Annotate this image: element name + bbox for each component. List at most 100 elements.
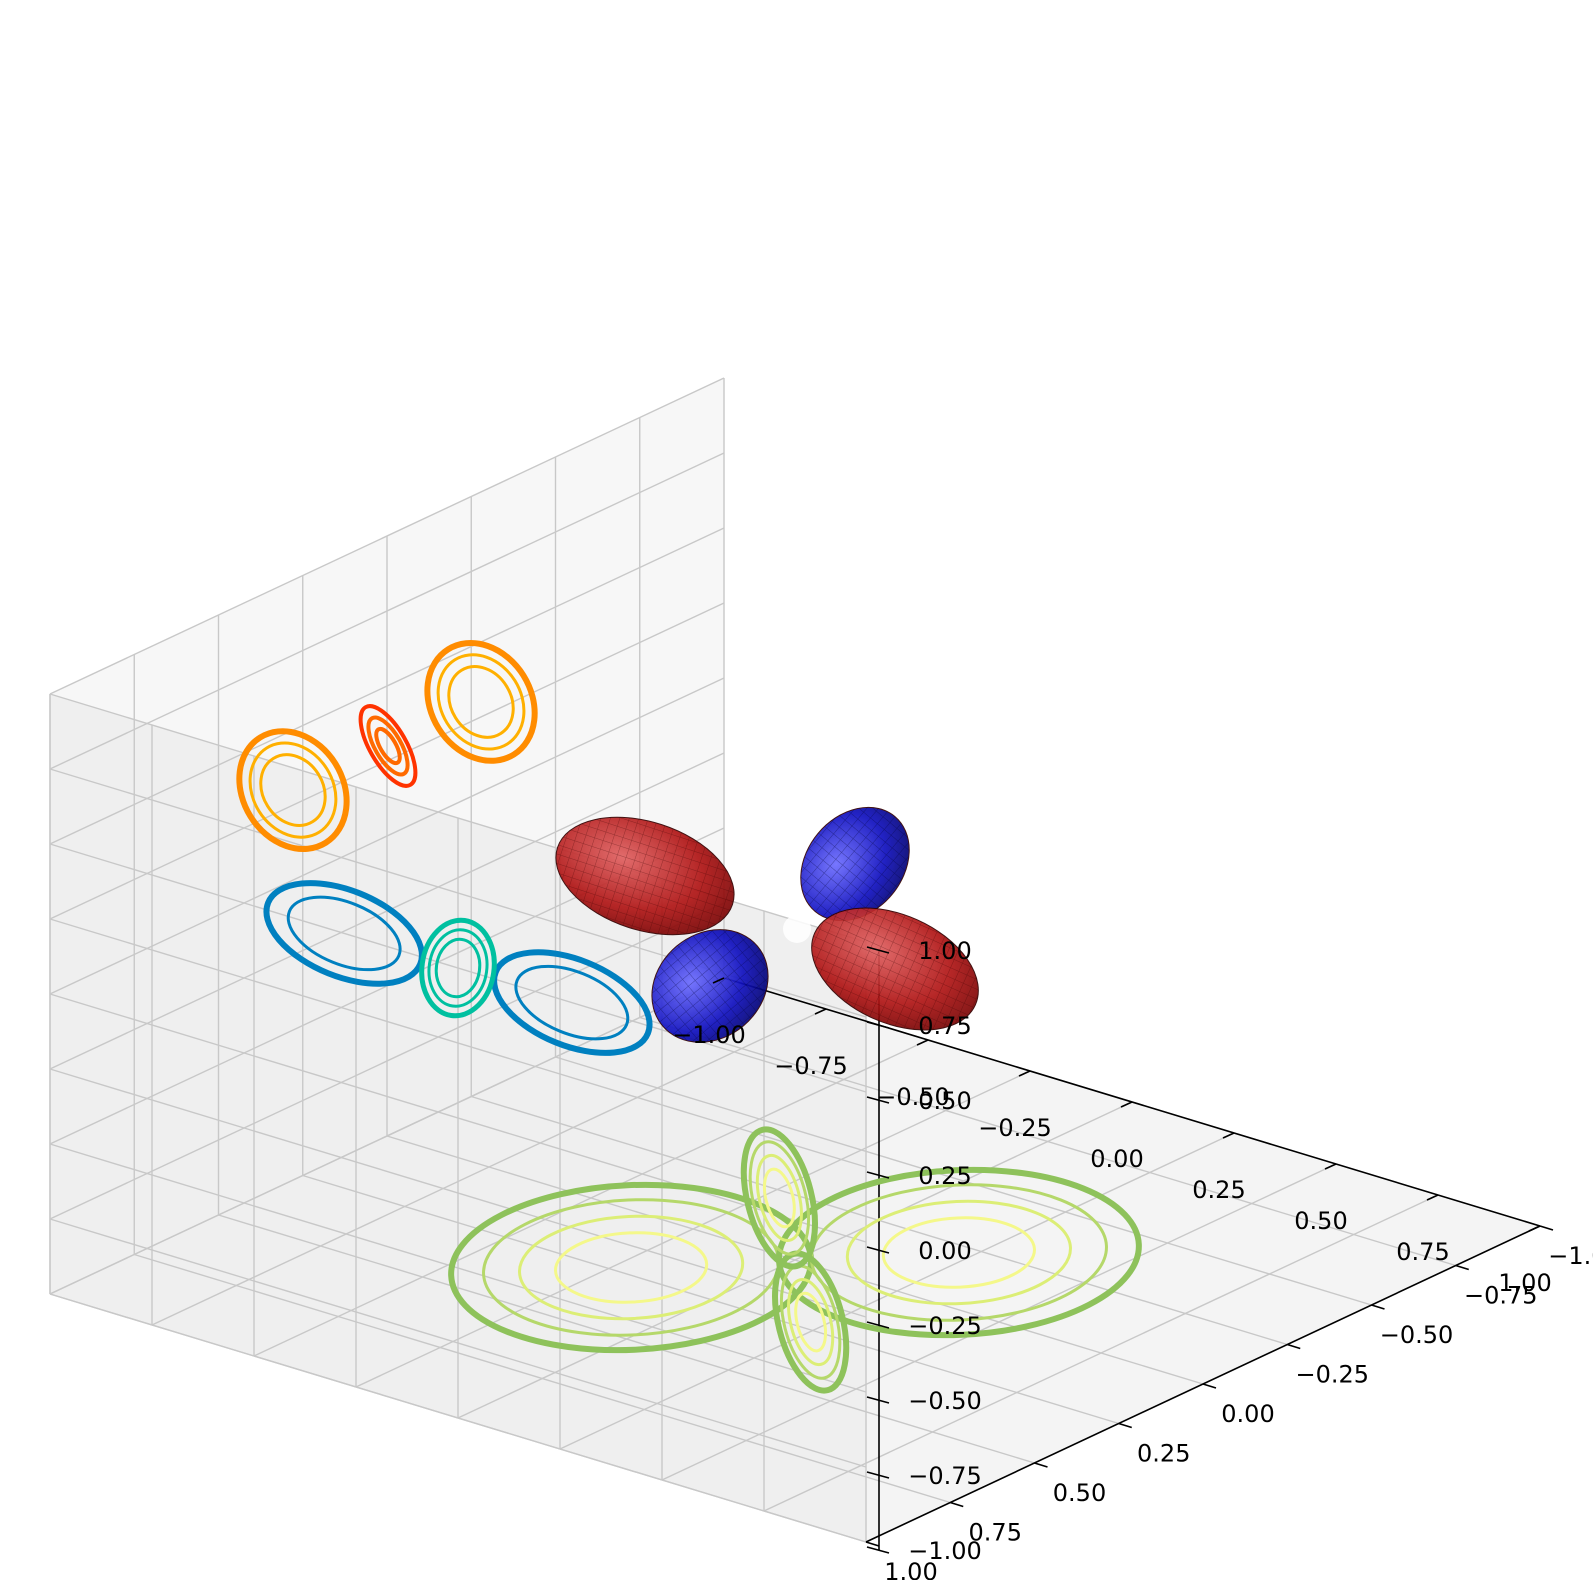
grid-line xyxy=(134,1253,951,1504)
floor-contour xyxy=(794,1291,828,1353)
floor-contour xyxy=(748,1140,811,1256)
left-wall-contour xyxy=(259,753,327,827)
y-tick-label: 1.00 xyxy=(884,1558,937,1580)
contour-projections xyxy=(236,640,1142,1394)
floor-contour xyxy=(787,1278,835,1367)
y-tick xyxy=(1371,1304,1385,1310)
left-wall-contour xyxy=(447,665,515,739)
surface-node xyxy=(783,915,811,943)
z-tick xyxy=(866,1471,890,1479)
y-tick-label: −0.50 xyxy=(1380,1321,1454,1349)
z-tick-label: −0.75 xyxy=(908,1462,982,1490)
back-wall-contour xyxy=(514,964,630,1041)
z-tick xyxy=(866,1546,890,1554)
y-tick xyxy=(950,1501,964,1508)
z-tick-label: 0.75 xyxy=(918,1012,971,1040)
grid-line xyxy=(49,602,725,920)
left-wall-contour xyxy=(366,715,410,777)
grid-line xyxy=(49,1293,867,1543)
x-tick-label: −1.00 xyxy=(672,1021,746,1049)
x-tick-label: −0.25 xyxy=(978,1114,1052,1142)
z-tick xyxy=(866,1171,890,1179)
left-wall-contour xyxy=(374,726,402,766)
x-tick xyxy=(1018,1070,1031,1077)
floor-contour xyxy=(518,1214,745,1321)
left-wall-contour xyxy=(436,653,526,751)
grid-line xyxy=(49,377,725,695)
grid-line xyxy=(661,1163,1337,1481)
x-tick-label: −0.50 xyxy=(876,1083,950,1111)
y-tick xyxy=(865,1541,880,1547)
z-tick-label: −0.25 xyxy=(908,1312,982,1340)
y-tick-label: −1.00 xyxy=(1548,1242,1593,1270)
x-tick xyxy=(916,1039,929,1046)
grid-line xyxy=(386,1135,1204,1385)
z-tick xyxy=(866,1096,890,1104)
y-tick-label: −0.25 xyxy=(1295,1361,1369,1389)
grid-line xyxy=(49,452,725,770)
x-tick xyxy=(712,977,725,984)
grid-line xyxy=(218,1214,1035,1464)
y-tick xyxy=(1118,1422,1132,1429)
left-wall-contour xyxy=(358,704,418,788)
x-tick-label: 0.25 xyxy=(1192,1176,1245,1204)
x-tick xyxy=(1120,1101,1133,1108)
y-tick xyxy=(1539,1225,1554,1231)
back-wall-contour xyxy=(434,937,482,999)
z-tick-label: 0.50 xyxy=(918,1087,971,1115)
z-tick xyxy=(866,1246,890,1254)
floor-contour xyxy=(845,1199,1072,1306)
tick-marks: −1.00 −0.75 −0.50 −0.25 0.00 0.25 0.50 0.75 1.00… xyxy=(672,937,1593,1580)
x-tick-label: 0.75 xyxy=(1396,1238,1449,1266)
back-wall-contour xyxy=(427,928,489,1008)
back-wall-contour xyxy=(419,917,497,1019)
y-tick-label: 0.75 xyxy=(969,1519,1022,1547)
z-tick xyxy=(866,946,890,954)
grid-line xyxy=(49,918,867,1168)
floor-contour xyxy=(881,1216,1036,1289)
grid-line xyxy=(559,1132,1235,1450)
x-tick-label: 1.00 xyxy=(1498,1269,1551,1297)
x-tick-label: 0.50 xyxy=(1294,1207,1347,1235)
y-tick xyxy=(1034,1462,1048,1468)
surface-lobe-positive-mesh xyxy=(555,817,735,935)
y-tick-label: 0.25 xyxy=(1137,1440,1190,1468)
x-tick xyxy=(1528,1225,1541,1232)
left-wall-contour xyxy=(424,640,538,764)
grid-line xyxy=(49,843,867,1093)
surface-lobe-negative-mesh xyxy=(800,807,910,921)
y-tick xyxy=(1287,1343,1301,1350)
y-tick xyxy=(1202,1383,1217,1389)
grid-line xyxy=(49,677,725,995)
floor-contour xyxy=(755,1153,803,1242)
left-wall-contour xyxy=(236,728,350,852)
z-tick xyxy=(866,1396,890,1404)
y-tick-label: −0.75 xyxy=(1464,1282,1538,1310)
z-tick-label: −1.00 xyxy=(908,1537,982,1565)
floor-contour xyxy=(740,1126,818,1270)
y-tick-label: 0.00 xyxy=(1221,1400,1274,1428)
floor-contour xyxy=(762,1167,796,1229)
z-tick xyxy=(866,1321,890,1329)
x-tick-label: 0.00 xyxy=(1090,1145,1143,1173)
back-wall-contour xyxy=(286,895,402,972)
grid-line xyxy=(763,1194,1439,1512)
z-tick xyxy=(866,1021,890,1029)
grid-line xyxy=(49,993,867,1243)
z-tick-label: 0.25 xyxy=(918,1162,971,1190)
x-tick xyxy=(814,1008,827,1015)
grid-line xyxy=(49,527,725,845)
z-tick-label: 0.00 xyxy=(918,1237,971,1265)
x-tick xyxy=(1324,1163,1337,1170)
surface-plot xyxy=(555,806,979,1043)
z-tick-label: −0.50 xyxy=(908,1387,982,1415)
x-tick xyxy=(1426,1194,1439,1201)
y-tick-label: 0.50 xyxy=(1053,1479,1106,1507)
surface-lobe-negative-mesh xyxy=(651,929,769,1043)
x-tick xyxy=(1222,1132,1235,1139)
y-tick xyxy=(1455,1264,1469,1271)
z-tick-label: 1.00 xyxy=(918,937,971,965)
left-wall-contour xyxy=(248,741,338,839)
x-tick-label: −0.75 xyxy=(774,1052,848,1080)
